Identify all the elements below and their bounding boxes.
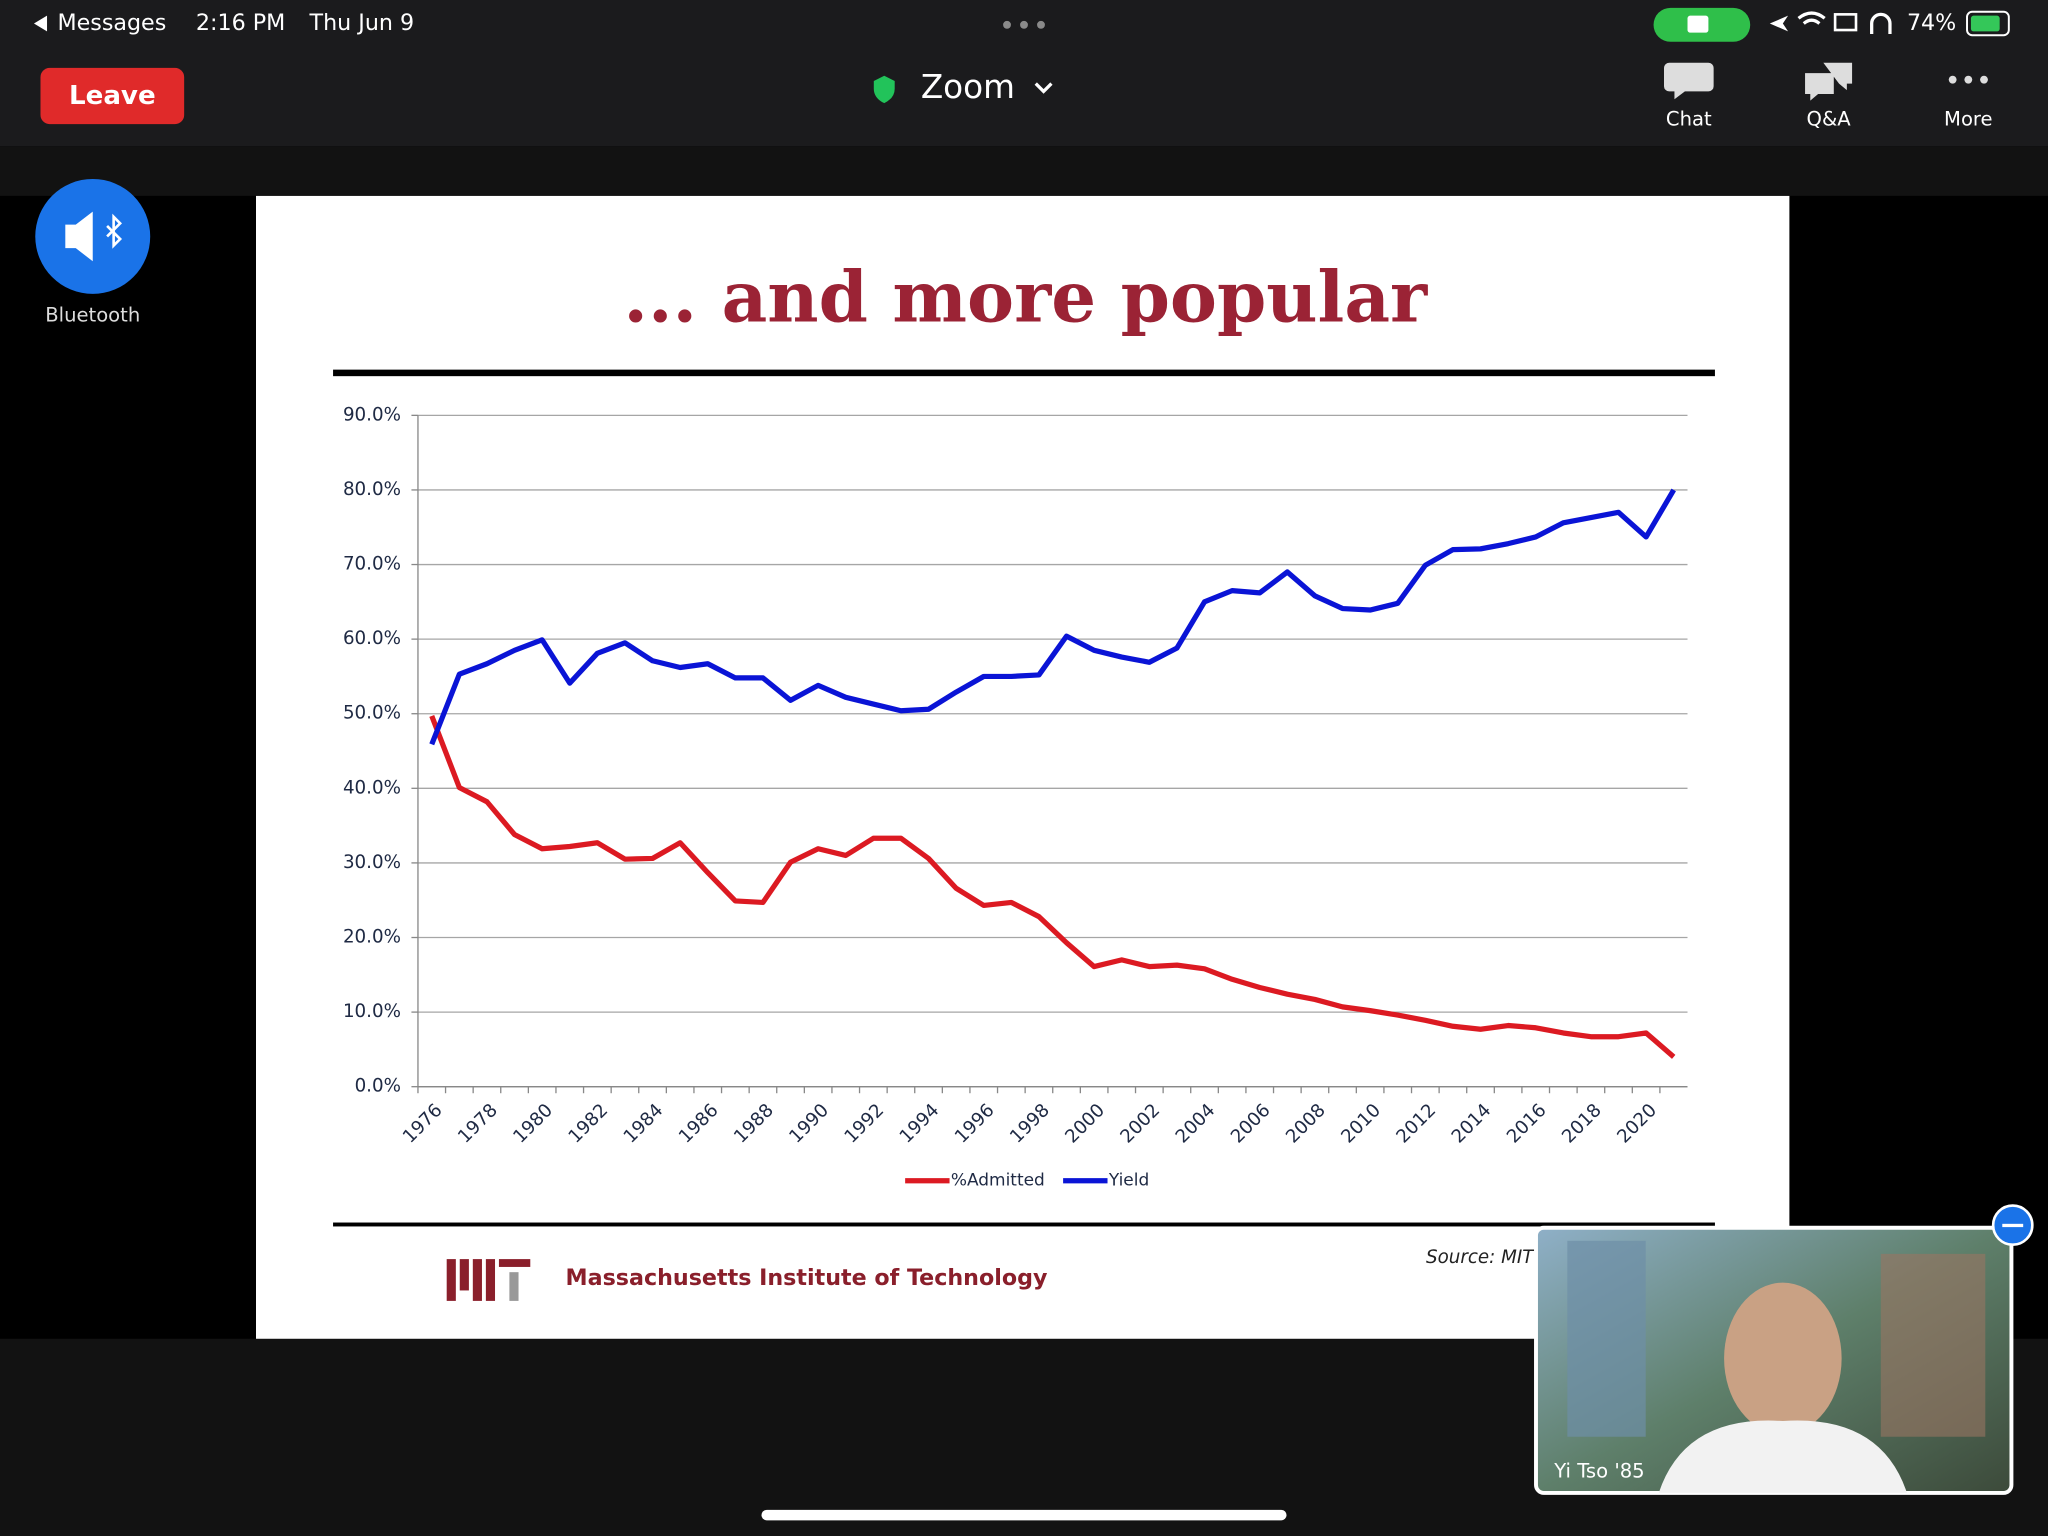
minimize-icon <box>2002 1223 2024 1228</box>
video-building <box>1880 1253 1986 1437</box>
bluetooth-icon <box>106 213 123 249</box>
airplay-icon <box>1833 13 1858 32</box>
app-title[interactable]: Zoom <box>921 68 1015 106</box>
camera-icon <box>1687 15 1709 33</box>
y-tick-label: 0.0% <box>355 1076 401 1097</box>
qa-icon[interactable] <box>1805 62 1853 101</box>
audio-label: Bluetooth <box>45 304 140 327</box>
date: Thu Jun 9 <box>309 10 415 36</box>
footer-rule <box>333 1222 1715 1227</box>
video-person-body <box>1658 1420 1907 1493</box>
mit-logo <box>446 1259 531 1301</box>
leave-label[interactable]: Leave <box>69 81 156 111</box>
video-name: Yi Tso '85 <box>1553 1460 1644 1483</box>
video-building <box>1567 1240 1646 1437</box>
y-tick-label: 20.0% <box>343 927 401 948</box>
battery-level <box>1970 15 2000 32</box>
leave-button[interactable] <box>40 67 185 125</box>
legend-label: Yield <box>1108 1171 1149 1191</box>
y-tick-label: 60.0% <box>343 628 401 649</box>
qa-label[interactable]: Q&A <box>1807 108 1852 131</box>
battery-outline <box>1966 10 2010 37</box>
y-tick-label: 70.0% <box>343 554 401 575</box>
shield-icon <box>873 75 895 104</box>
app-menu-caret[interactable] <box>1034 82 1053 94</box>
back-label[interactable]: Messages <box>57 10 166 36</box>
headphones-icon <box>1870 12 1892 34</box>
back-arrow <box>33 15 48 32</box>
chat-label[interactable]: Chat <box>1666 108 1712 131</box>
airplane-icon <box>1769 15 1789 32</box>
multitask-dots[interactable] <box>1003 20 1045 29</box>
series-line <box>429 488 1676 746</box>
org-name: Massachusetts Institute of Technology <box>566 1265 1048 1291</box>
time: 2:16 PM <box>196 10 285 36</box>
more-label[interactable]: More <box>1944 108 1993 131</box>
battery-percent: 74% <box>1907 10 1956 36</box>
chart-title: ... and more popular <box>623 256 1428 339</box>
title-rule <box>333 369 1715 377</box>
y-tick-label: 30.0% <box>343 852 401 873</box>
y-tick-label: 80.0% <box>343 479 401 500</box>
speaker-icon <box>65 211 93 262</box>
slide <box>256 195 1790 1339</box>
home-indicator <box>761 1509 1287 1521</box>
y-tick-label: 50.0% <box>343 703 401 724</box>
legend-label: %Admitted <box>951 1171 1045 1191</box>
y-tick-label: 10.0% <box>343 1001 401 1022</box>
video-person-head <box>1724 1282 1842 1435</box>
wifi-icon <box>1797 11 1826 25</box>
band <box>0 146 2048 196</box>
source-note: Source: MIT <box>1426 1247 1535 1268</box>
chat-icon[interactable] <box>1664 62 1714 100</box>
series-line <box>429 715 1676 1059</box>
y-tick-label: 40.0% <box>343 777 401 798</box>
more-icon[interactable] <box>1948 75 1988 84</box>
y-tick-label: 90.0% <box>343 404 401 425</box>
